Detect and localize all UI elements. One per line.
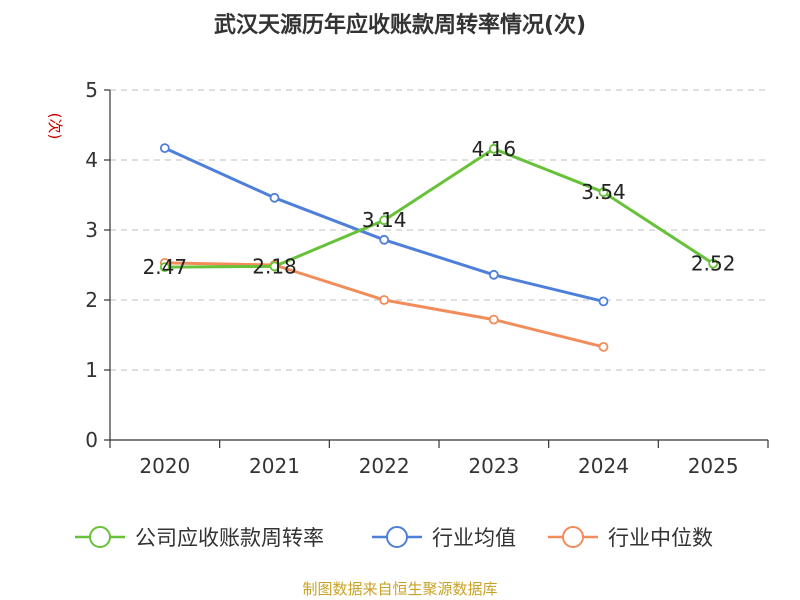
data-point (488, 143, 499, 154)
data-label: 4.16 (472, 137, 517, 161)
series-line (164, 147, 714, 269)
data-point (598, 187, 609, 198)
y-tick-label: 3 (85, 218, 98, 242)
x-tick-label: 2022 (359, 454, 410, 478)
x-tick-label: 2021 (249, 454, 300, 478)
data-label: 3.54 (581, 180, 626, 204)
data-point (269, 261, 280, 272)
data-point (488, 269, 499, 280)
data-point (708, 258, 719, 269)
data-label: 2.18 (252, 254, 297, 278)
legend-marker (386, 526, 408, 548)
legend-marker (562, 526, 584, 548)
data-point (379, 295, 390, 305)
y-tick-label: 5 (85, 78, 98, 102)
legend-label: 行业中位数 (608, 526, 713, 550)
legend: 公司应收账款周转率 行业均值 行业中位数 (75, 526, 713, 550)
data-point (598, 341, 609, 352)
x-tick-label: 2020 (139, 454, 190, 478)
x-tick-label: 2025 (688, 454, 739, 478)
data-point (379, 215, 390, 226)
axes: 0 1 2 3 4 5 2020 2021 2022 2023 2024 2025 (85, 78, 769, 478)
legend-label: 公司应收账款周转率 (135, 526, 324, 550)
chart-title: 武汉天源历年应收账款周转率情况(次) (214, 12, 586, 38)
data-label: 3.14 (362, 208, 407, 232)
data-point (159, 143, 170, 154)
data-point (379, 234, 390, 245)
legend-label: 行业均值 (432, 526, 516, 550)
data-point (269, 192, 280, 203)
data-label: 2.52 (691, 252, 736, 276)
data-point (598, 296, 609, 307)
y-tick-label: 4 (85, 148, 98, 172)
x-tick-label: 2023 (468, 454, 519, 478)
y-tick-label: 1 (85, 358, 98, 382)
data-label: 2.47 (143, 255, 188, 279)
y-axis-label: (次) (46, 113, 64, 140)
series (159, 143, 719, 352)
y-tick-label: 2 (85, 288, 98, 312)
legend-marker (89, 526, 111, 548)
grid-lines (110, 89, 768, 371)
data-point (159, 262, 170, 273)
source-note: 制图数据来自恒生聚源数据库 (302, 580, 497, 598)
data-point (488, 314, 499, 325)
data-labels: 2.47 2.18 3.14 4.16 3.54 2.52 (143, 137, 736, 279)
x-tick-label: 2024 (578, 454, 629, 478)
y-tick-label: 0 (85, 428, 98, 452)
